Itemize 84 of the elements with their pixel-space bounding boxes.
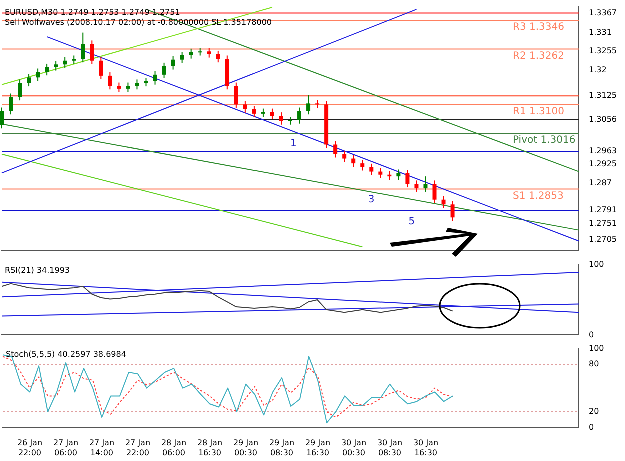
- candlestick: [334, 140, 338, 158]
- candlestick: [171, 56, 176, 70]
- x-tick-label: 30 Jan 16:30: [413, 438, 439, 458]
- y-tick-label: 20: [589, 407, 600, 416]
- candlestick: [9, 93, 14, 116]
- y-tick-label: 1.32: [589, 66, 607, 75]
- y-tick-label: 0: [589, 422, 594, 432]
- candlestick: [63, 56, 68, 69]
- y-tick-label: 0: [589, 330, 594, 340]
- candlestick: [370, 163, 374, 176]
- x-tick-label: 28 Jan 16:30: [197, 438, 223, 458]
- candlestick: [270, 108, 274, 120]
- candlestick: [396, 169, 401, 180]
- candlestick: [306, 94, 311, 116]
- x-tick-label: 29 Jan 00:30: [233, 438, 259, 458]
- x-tick-label: 26 Jan 22:00: [17, 438, 43, 458]
- candlestick: [45, 63, 50, 76]
- y-tick-label: 1.2751: [589, 219, 617, 228]
- candlestick: [243, 100, 248, 114]
- annotation: 1: [290, 138, 297, 150]
- candlestick: [414, 180, 419, 192]
- chart-title: RSI(21) 34.1993: [5, 266, 70, 275]
- x-tick-label: 28 Jan 06:00: [161, 438, 187, 458]
- candlestick: [378, 168, 383, 179]
- y-tick-label: 1.2705: [589, 234, 617, 244]
- candlestick: [18, 79, 22, 102]
- candlestick: [207, 48, 212, 58]
- y-tick-label: 100: [589, 344, 604, 353]
- candlestick: [0, 107, 4, 130]
- ref-line-label: S1 1.2853: [513, 190, 564, 202]
- candlestick: [108, 72, 112, 90]
- candlestick: [90, 40, 94, 65]
- candlestick: [216, 50, 220, 64]
- ref-line-label: R2 1.3262: [513, 50, 564, 62]
- ref-line-label: R1 1.3100: [513, 106, 564, 118]
- candlestick: [442, 196, 446, 209]
- annotation: 5: [408, 216, 416, 228]
- y-tick-label: 100: [589, 260, 604, 269]
- candlestick: [316, 100, 320, 109]
- candlestick: [153, 70, 158, 86]
- x-tick-label: 27 Jan 14:00: [89, 438, 115, 458]
- annotation: 3: [368, 194, 375, 206]
- candlestick: [81, 32, 86, 64]
- x-tick-label: 27 Jan 22:00: [125, 438, 151, 458]
- candlestick: [406, 170, 410, 188]
- ref-line-label: R3 1.3346: [513, 22, 564, 34]
- x-tick-label: 30 Jan 00:30: [341, 438, 367, 458]
- candlestick: [135, 79, 140, 90]
- candlestick: [298, 107, 302, 124]
- candlestick: [450, 200, 455, 222]
- candlestick: [189, 48, 194, 60]
- y-tick-label: 1.3255: [589, 46, 617, 56]
- chart-title: Stoch(5,5,5) 40.2597 38.6984: [6, 350, 126, 359]
- y-tick-label: 1.3367: [589, 8, 617, 18]
- y-tick-label: 1.3125: [589, 91, 617, 100]
- y-tick-label: 1.3056: [589, 114, 617, 124]
- y-tick-label: 1.331: [589, 28, 612, 37]
- candlestick: [432, 180, 437, 204]
- candlestick: [424, 176, 428, 192]
- x-tick-label: 27 Jan 06:00: [53, 438, 79, 458]
- candlestick: [117, 82, 122, 93]
- candlestick: [342, 150, 347, 163]
- candlestick: [234, 82, 238, 109]
- candlestick: [36, 68, 40, 82]
- candlestick: [252, 106, 256, 118]
- x-tick-label: 29 Jan 16:30: [305, 438, 331, 458]
- candlestick: [99, 56, 104, 80]
- candlestick: [126, 82, 130, 93]
- candlestick: [360, 160, 365, 172]
- candlestick: [180, 51, 184, 64]
- y-tick-label: 80: [589, 360, 600, 369]
- x-tick-label: 29 Jan 08:30: [269, 438, 295, 458]
- y-tick-label: 1.2963: [589, 146, 617, 156]
- y-tick-label: 1.287: [589, 178, 612, 188]
- y-tick-label: 1.2925: [589, 160, 617, 169]
- candlestick: [54, 60, 58, 72]
- candlestick: [162, 62, 166, 79]
- candlestick: [279, 112, 284, 126]
- candlestick: [27, 74, 32, 88]
- candlestick: [288, 116, 292, 126]
- ref-line-label: Pivot 1.3016: [513, 135, 576, 146]
- x-tick-label: 30 Jan 08:30: [377, 438, 403, 458]
- candlestick: [352, 154, 356, 168]
- y-tick-label: 1.2791: [589, 206, 617, 215]
